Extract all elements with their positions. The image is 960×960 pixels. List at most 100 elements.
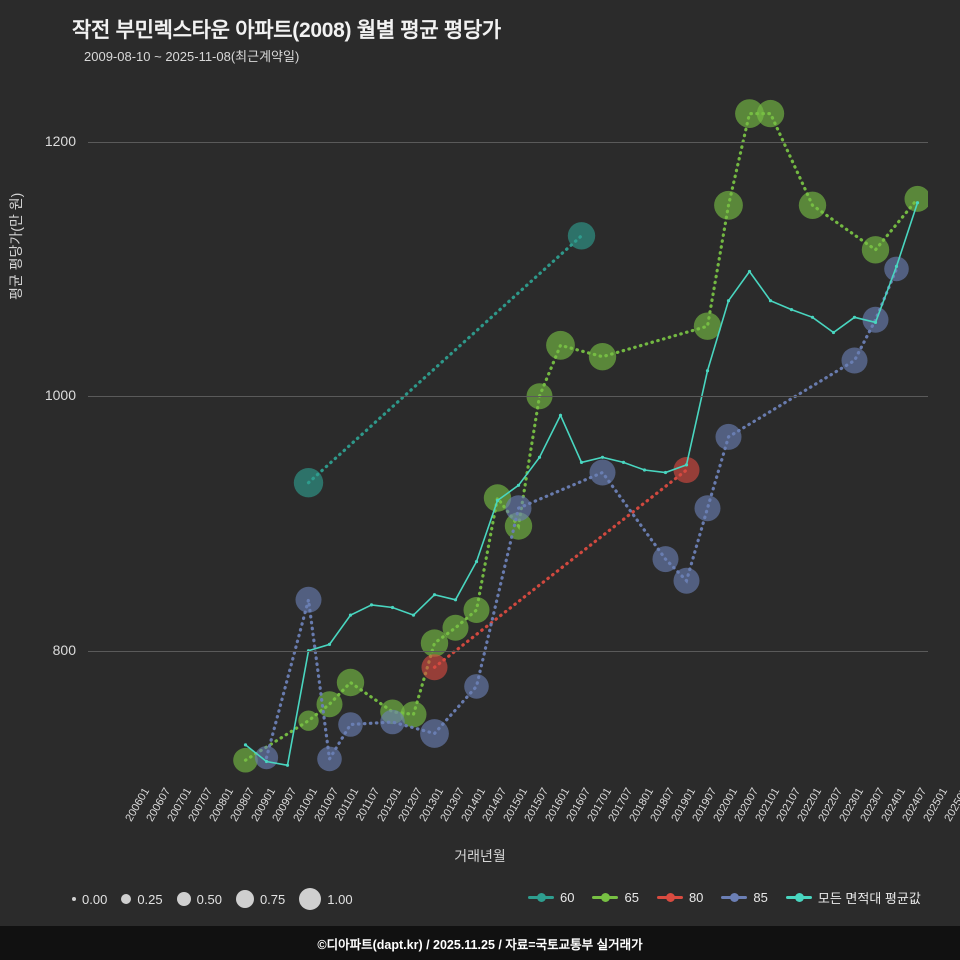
legend-size-item: 0.25 xyxy=(121,892,163,907)
data-point xyxy=(915,201,920,205)
data-point xyxy=(705,369,710,373)
data-point xyxy=(600,455,605,459)
data-point xyxy=(735,99,764,128)
legend-size-item: 0.75 xyxy=(235,890,286,908)
data-point xyxy=(338,712,363,737)
legend-size-item: 1.00 xyxy=(299,888,353,910)
data-point xyxy=(464,674,489,699)
x-axis-title: 거래년월 xyxy=(454,848,506,864)
data-point xyxy=(789,308,794,312)
legend-series-label: 80 xyxy=(688,890,704,905)
data-point xyxy=(726,299,731,303)
data-point xyxy=(798,191,827,219)
data-point xyxy=(254,746,279,770)
data-point xyxy=(621,460,626,464)
data-point xyxy=(421,654,448,681)
chart-plot-area: 800 1000 1200 200601 200607 200701 200707 2008… xyxy=(45,78,960,824)
y-tick-label: 800 xyxy=(52,641,76,658)
y-tick-label: 1200 xyxy=(44,132,76,149)
data-point xyxy=(285,763,290,767)
legend-series-label: 85 xyxy=(753,890,768,905)
data-point xyxy=(904,185,928,212)
data-point xyxy=(327,642,332,647)
data-point xyxy=(894,264,899,268)
data-point xyxy=(390,605,395,610)
legend-size-label: 0.00 xyxy=(82,891,108,907)
legend-color-swatch xyxy=(656,893,683,902)
page-title: 작전 부민렉스타운 아파트(2008) 월별 평균 평당가 xyxy=(72,19,501,42)
gridline xyxy=(88,396,928,398)
data-point xyxy=(453,598,458,602)
legend-size-label: 0.75 xyxy=(259,891,286,907)
data-point xyxy=(233,747,258,773)
data-point xyxy=(861,236,890,264)
data-point xyxy=(756,99,785,128)
series-line-60 xyxy=(306,234,584,485)
data-point xyxy=(295,586,322,613)
legend-size-dot xyxy=(299,888,322,910)
legend-series-label: 65 xyxy=(624,890,639,905)
legend-size-label: 0.50 xyxy=(196,891,222,907)
data-point xyxy=(483,484,512,512)
legend-color-swatch xyxy=(721,893,748,902)
data-point xyxy=(400,701,427,728)
data-point xyxy=(831,330,836,335)
legend-series-item[interactable]: 65 xyxy=(592,890,639,905)
legend-size-item: 0.50 xyxy=(176,891,222,907)
data-point xyxy=(673,567,700,594)
legend-color-swatch xyxy=(528,893,554,902)
data-point xyxy=(663,470,668,475)
chart-legend: 0.00 0.25 0.50 0.75 1.00 60 65 80 85 모든 면적대 평균값 xyxy=(0,888,960,920)
legend-size-dot xyxy=(235,890,254,908)
data-point xyxy=(420,629,449,657)
legend-size-scale: 0.00 0.25 0.50 0.75 1.00 xyxy=(72,888,367,910)
legend-series-item[interactable]: 60 xyxy=(528,890,574,905)
data-point xyxy=(264,759,269,764)
data-point xyxy=(317,746,342,772)
data-point xyxy=(747,269,752,274)
data-point xyxy=(516,483,521,487)
data-point xyxy=(693,312,722,340)
data-point xyxy=(495,498,500,503)
data-point xyxy=(652,546,679,573)
data-point xyxy=(546,330,575,360)
legend-color-swatch xyxy=(785,893,812,902)
data-point xyxy=(841,347,868,374)
data-point xyxy=(852,315,857,319)
data-point xyxy=(567,222,596,250)
data-point xyxy=(463,597,490,623)
chart-canvas xyxy=(233,99,928,773)
data-point xyxy=(432,593,437,597)
data-point xyxy=(768,299,773,303)
data-point xyxy=(810,315,815,319)
gridline xyxy=(88,650,928,652)
data-point xyxy=(715,423,742,450)
data-point xyxy=(579,460,584,464)
legend-series-label: 60 xyxy=(560,890,575,905)
data-point xyxy=(694,495,721,522)
data-point xyxy=(505,495,532,522)
data-point xyxy=(642,468,647,472)
y-axis-title: 평균 평당가(만 원) xyxy=(8,192,24,300)
legend-series-list: 60 65 80 85 모든 면적대 평균값 xyxy=(528,888,939,907)
footer-credit: ©디아파트(dapt.kr) / 2025.11.25 / 자료=국토교통부 실… xyxy=(0,926,960,960)
data-point xyxy=(420,719,449,748)
legend-series-item[interactable]: 모든 면적대 평균값 xyxy=(785,888,921,907)
legend-color-swatch xyxy=(592,893,619,902)
legend-size-label: 1.00 xyxy=(327,891,353,907)
data-point xyxy=(380,709,405,735)
data-point xyxy=(558,413,563,417)
legend-series-item[interactable]: 80 xyxy=(656,890,704,905)
data-point xyxy=(862,306,889,333)
data-point xyxy=(369,603,374,607)
data-point xyxy=(293,468,324,498)
data-point xyxy=(884,256,909,282)
data-point xyxy=(537,455,542,459)
data-point xyxy=(442,614,469,641)
legend-size-dot xyxy=(121,894,132,904)
series-line-80 xyxy=(432,468,689,669)
legend-series-item[interactable]: 85 xyxy=(721,890,768,905)
data-point xyxy=(243,743,248,747)
data-point xyxy=(298,710,319,731)
data-point xyxy=(873,320,878,324)
